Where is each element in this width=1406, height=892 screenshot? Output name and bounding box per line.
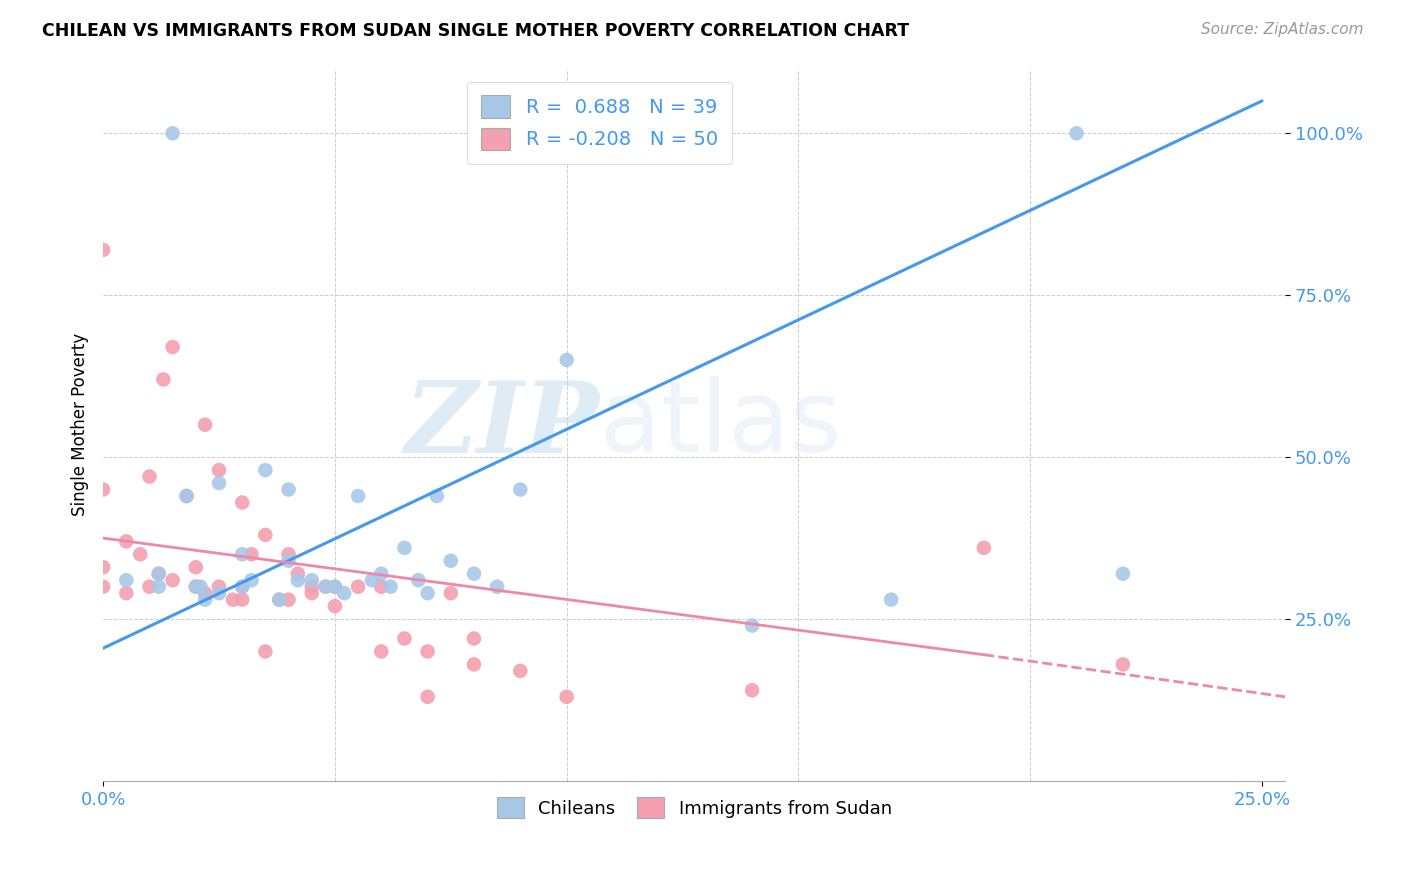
Point: [138, 580, 160, 594]
Point: [152, 372, 174, 386]
Text: CHILEAN VS IMMIGRANTS FROM SUDAN SINGLE MOTHER POVERTY CORRELATION CHART: CHILEAN VS IMMIGRANTS FROM SUDAN SINGLE …: [42, 22, 910, 40]
Point: [162, 340, 184, 354]
Point: [301, 573, 323, 587]
Point: [347, 580, 370, 594]
Point: [394, 541, 416, 555]
Point: [880, 592, 903, 607]
Point: [486, 580, 509, 594]
Point: [231, 580, 253, 594]
Point: [408, 573, 430, 587]
Point: [148, 566, 170, 581]
Point: [301, 586, 323, 600]
Point: [394, 632, 416, 646]
Point: [222, 592, 245, 607]
Point: [115, 534, 138, 549]
Point: [463, 657, 485, 672]
Point: [287, 573, 309, 587]
Point: [333, 586, 356, 600]
Point: [380, 580, 402, 594]
Point: [254, 644, 277, 658]
Point: [231, 547, 253, 561]
Point: [115, 573, 138, 587]
Point: [1112, 657, 1135, 672]
Point: [1066, 126, 1088, 140]
Point: [208, 463, 231, 477]
Point: [1112, 566, 1135, 581]
Point: [287, 566, 309, 581]
Point: [269, 592, 291, 607]
Point: [190, 580, 212, 594]
Point: [416, 644, 439, 658]
Text: ZIP: ZIP: [405, 376, 599, 473]
Point: [323, 580, 346, 594]
Point: [91, 560, 114, 574]
Point: [370, 580, 392, 594]
Point: [315, 580, 337, 594]
Point: [194, 417, 217, 432]
Point: [254, 528, 277, 542]
Point: [240, 573, 263, 587]
Point: [162, 573, 184, 587]
Point: [176, 489, 198, 503]
Point: [91, 483, 114, 497]
Point: [301, 580, 323, 594]
Point: [231, 580, 253, 594]
Point: [231, 495, 253, 509]
Point: [231, 592, 253, 607]
Point: [277, 592, 299, 607]
Point: [426, 489, 449, 503]
Point: [184, 580, 207, 594]
Point: [277, 547, 299, 561]
Point: [370, 566, 392, 581]
Point: [254, 463, 277, 477]
Point: [91, 580, 114, 594]
Point: [509, 483, 531, 497]
Point: [115, 586, 138, 600]
Point: [208, 580, 231, 594]
Text: Source: ZipAtlas.com: Source: ZipAtlas.com: [1201, 22, 1364, 37]
Point: [194, 586, 217, 600]
Point: [323, 580, 346, 594]
Point: [440, 586, 463, 600]
Point: [91, 243, 114, 257]
Point: [277, 483, 299, 497]
Y-axis label: Single Mother Poverty: Single Mother Poverty: [72, 334, 89, 516]
Point: [973, 541, 995, 555]
Point: [269, 592, 291, 607]
Point: [555, 353, 578, 368]
Point: [347, 489, 370, 503]
Point: [162, 126, 184, 140]
Point: [138, 469, 160, 483]
Point: [148, 580, 170, 594]
Point: [440, 554, 463, 568]
Text: atlas: atlas: [599, 376, 841, 474]
Point: [370, 644, 392, 658]
Point: [240, 547, 263, 561]
Point: [129, 547, 152, 561]
Point: [208, 476, 231, 491]
Point: [416, 586, 439, 600]
Point: [741, 618, 763, 632]
Point: [208, 586, 231, 600]
Point: [323, 599, 346, 614]
Point: [555, 690, 578, 704]
Point: [315, 580, 337, 594]
Point: [184, 580, 207, 594]
Point: [148, 566, 170, 581]
Point: [361, 573, 384, 587]
Point: [463, 632, 485, 646]
Point: [509, 664, 531, 678]
Point: [416, 690, 439, 704]
Point: [194, 592, 217, 607]
Legend: Chileans, Immigrants from Sudan: Chileans, Immigrants from Sudan: [489, 790, 898, 825]
Point: [463, 566, 485, 581]
Point: [741, 683, 763, 698]
Point: [277, 554, 299, 568]
Point: [184, 560, 207, 574]
Point: [176, 489, 198, 503]
